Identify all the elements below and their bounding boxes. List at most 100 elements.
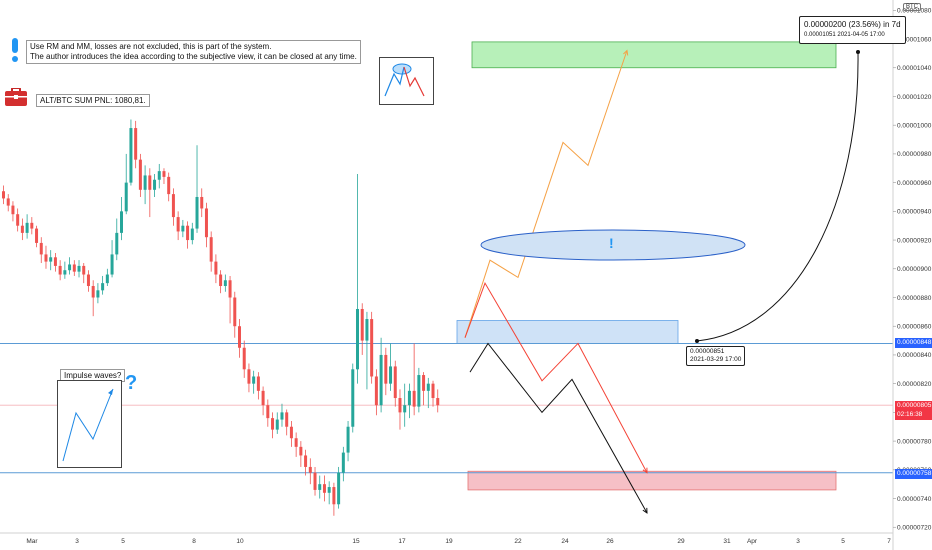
y-tick-label: 0.00000900 (897, 266, 932, 273)
highlight-ellipse (480, 229, 746, 261)
candle-body (242, 347, 246, 370)
y-tick-label: 0.00001040 (897, 65, 932, 72)
x-tick-label: 26 (606, 538, 614, 545)
x-tick-label: 3 (75, 538, 79, 545)
x-tick-label: 31 (723, 538, 731, 545)
candle-body (436, 398, 440, 406)
pattern-thumbnail (379, 57, 434, 105)
candle-body (6, 198, 10, 206)
candle-body (148, 175, 152, 190)
candle-body (351, 369, 355, 427)
y-tick-label: 0.00000940 (897, 209, 932, 216)
measure-end-point (856, 50, 860, 54)
candle-body (115, 232, 119, 255)
candle-body (389, 366, 393, 384)
candle-body (96, 290, 100, 298)
candle-body (30, 222, 34, 229)
candle-body (91, 286, 95, 298)
candle-body (101, 283, 105, 291)
candle-body (105, 274, 109, 284)
candle-body (82, 265, 86, 275)
x-tick-label: 19 (445, 538, 453, 545)
forecast-path (464, 281, 648, 473)
candle-body (58, 265, 62, 275)
forecast-path (469, 342, 648, 514)
candles (2, 119, 440, 516)
candle-body (11, 205, 15, 215)
candle-body (393, 366, 397, 399)
candle-body (134, 128, 138, 160)
y-tick-label: 0.00000920 (897, 237, 932, 244)
candle-body (285, 412, 289, 427)
zones (456, 41, 837, 491)
candle-body (422, 375, 426, 391)
candle-body (299, 446, 303, 456)
candle-body (25, 222, 29, 233)
y-tick-label: 0.00000960 (897, 180, 932, 187)
measure-start-point (695, 339, 699, 343)
candle-body (124, 182, 128, 212)
candle-body (209, 237, 213, 262)
forecast-arrowhead (642, 507, 648, 514)
candle-body (214, 261, 218, 275)
candle-body (318, 484, 322, 490)
candle-body (313, 472, 317, 490)
candle-body (289, 426, 293, 439)
candle-body (167, 176, 171, 195)
candle-body (157, 171, 161, 180)
candle-body (153, 179, 157, 190)
ellipse-exclamation: ! (609, 235, 614, 251)
candle-body (322, 484, 326, 493)
x-tick-label: 15 (352, 538, 360, 545)
candle-body (138, 159, 142, 190)
y-tick-label: 0.00000980 (897, 151, 932, 158)
candle-body (261, 390, 265, 406)
x-tick-label: 3 (796, 538, 800, 545)
forecast-arrowhead (623, 49, 629, 56)
candle-body (143, 175, 147, 190)
impulse-diagram (57, 380, 122, 468)
y-tick-label: 0.00000880 (897, 295, 932, 302)
candle-body (53, 257, 57, 266)
y-tick-label: 0.00000820 (897, 381, 932, 388)
candle-body (294, 438, 298, 447)
candle-body (39, 242, 43, 255)
candle-body (247, 369, 251, 384)
candle-body (120, 211, 123, 233)
candle-body (275, 419, 279, 430)
candle-body (407, 390, 411, 406)
candle-body (44, 254, 48, 262)
candle-body (252, 376, 256, 384)
candle-body (228, 280, 232, 298)
candle-body (341, 452, 345, 473)
candle-body (370, 319, 374, 377)
candle-body (63, 270, 67, 275)
candle-body (256, 376, 260, 391)
candle-body (308, 466, 312, 473)
candle-body (77, 265, 81, 272)
pnl-label: ALT/BTC SUM PNL: 1080,81. (36, 94, 150, 107)
x-tick-label: 29 (677, 538, 685, 545)
x-tick-label: 17 (398, 538, 406, 545)
y-tick-label: 0.00000860 (897, 324, 932, 331)
point-label: 0.00000851 2021-03-29 17:00 (686, 346, 746, 366)
candle-body (176, 217, 180, 232)
question-mark: ? (125, 372, 138, 394)
candle-body (398, 398, 402, 413)
candle-body (219, 274, 223, 287)
x-tick-label: 7 (887, 538, 891, 545)
measure-start: 0.00001051 2021-04-05 17:00 (804, 32, 885, 38)
disclaimer-note: Use RM and MM, losses are not excluded, … (26, 40, 361, 64)
measure-label: 0.00000200 (23.56%) in 7d 0.00001051 202… (799, 16, 906, 44)
x-tick-label: 24 (561, 538, 569, 545)
price-tag-758: 0.00000758 (895, 469, 932, 479)
currency-badge: BTC (903, 3, 921, 11)
y-tick-label: 0.00001020 (897, 94, 932, 101)
candle-body (2, 191, 5, 199)
candle-body (20, 225, 24, 233)
candle-body (238, 326, 241, 348)
candle-body (346, 426, 350, 453)
x-axis: Mar 3 5 8 10 15 17 19 22 24 26 29 31 Apr 3 5 7 (0, 532, 893, 545)
x-tick-label: 5 (121, 538, 125, 545)
